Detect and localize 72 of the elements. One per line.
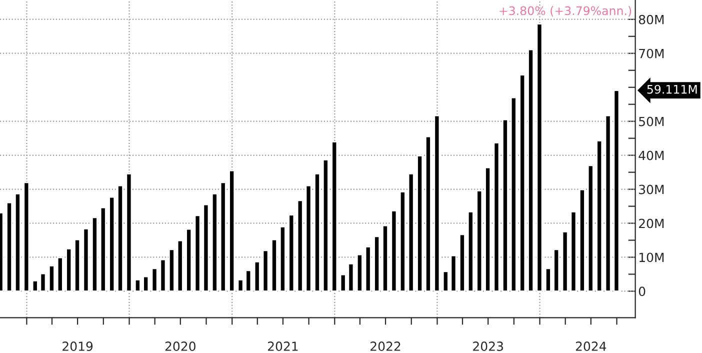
bar [476,190,483,292]
bar [416,154,424,292]
bar [604,114,612,292]
x-tick-label: 2021 [268,342,298,351]
bar [314,172,320,292]
y-tick-label: 70M [639,48,664,58]
bar [382,224,388,292]
bar [288,214,295,292]
bar [168,248,175,292]
bar [117,184,124,292]
bar [519,74,526,292]
x-tick-label: 2022 [370,342,400,351]
bar [322,159,329,292]
bar [296,200,304,292]
bar [100,206,106,292]
y-tick-label: 10M [639,252,664,262]
bar [176,240,184,292]
bar [578,188,586,292]
bar [305,184,312,292]
y-tick-label: 30M [639,184,664,194]
bar [271,238,278,292]
bar [408,172,414,292]
x-tick-label: 2023 [473,342,503,351]
bar [374,236,380,292]
bar [356,254,363,292]
y-tick-label: 80M [638,14,664,24]
bar [613,90,620,292]
bar [596,140,603,292]
bar [399,190,406,292]
bar [502,118,508,292]
x-tick-label: 2024 [576,342,606,351]
bar [82,228,90,292]
bar [459,234,466,292]
bar [331,140,338,292]
bar [126,172,132,292]
bar [279,226,286,292]
bar [484,166,492,292]
bar [434,114,440,292]
bar [364,246,372,292]
x-tick-label: 2020 [165,342,196,351]
bar [228,170,236,292]
y-tick-label: 0 [638,286,646,296]
bar [74,238,80,292]
bar [56,256,64,292]
bar [14,192,21,292]
bar [254,260,260,292]
bar [562,231,568,292]
bar [6,202,12,292]
y-tick-label: 40M [638,150,664,160]
bar [587,164,594,292]
bar [570,210,577,292]
bar [91,216,98,292]
bar [493,142,500,292]
bar [510,96,517,292]
bar [186,228,192,292]
bar [23,182,30,292]
annotation: 59.111M [647,84,697,94]
bar [390,210,398,292]
x-tick-label: 2019 [62,342,93,351]
annotation: +3.80% (+3.79%ann.) [500,6,632,17]
bar [48,265,55,292]
bar [262,250,269,292]
bar [220,182,226,292]
bar [425,136,432,292]
bar [66,248,72,292]
bar [536,23,543,292]
y-tick-label: 50M [639,116,664,126]
bar [211,192,218,292]
bar [528,48,534,292]
bar [108,196,116,292]
bar [467,210,474,292]
y-tick-label: 20M [639,218,664,228]
